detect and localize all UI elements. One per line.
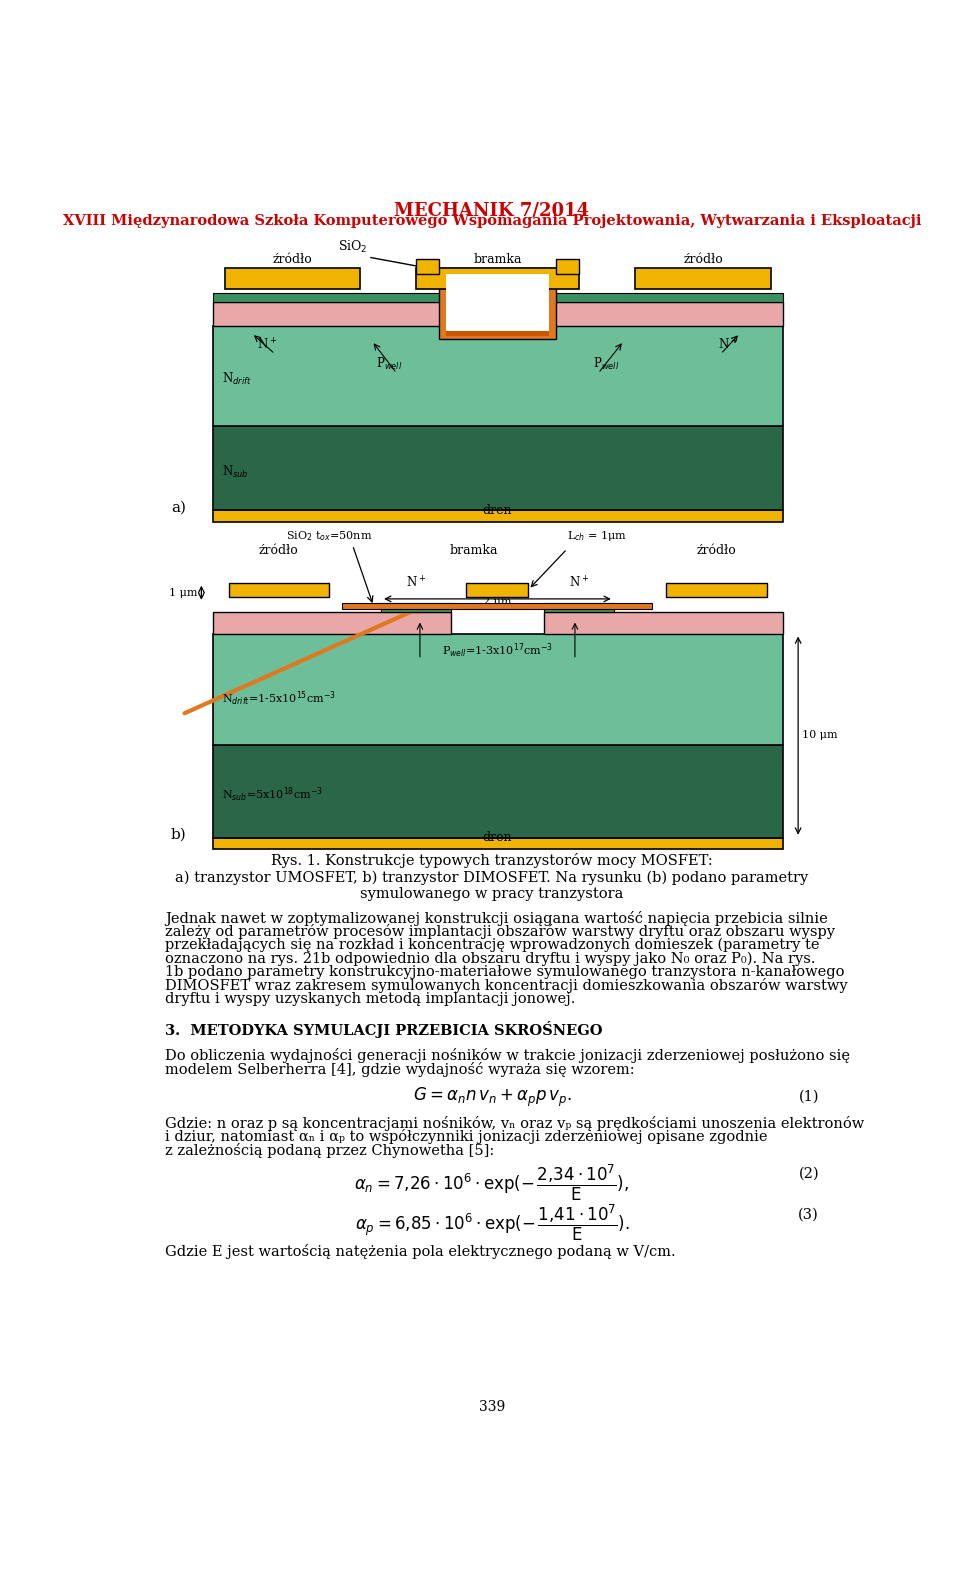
Text: oznaczono na rys. 21b odpowiednio dla obszaru dryftu i wyspy jako N₀ oraz P₀). N: oznaczono na rys. 21b odpowiednio dla ob…	[165, 951, 815, 965]
Bar	[213, 293, 444, 302]
Text: N$_{sub}$=5x10$^{18}$cm$^{-3}$: N$_{sub}$=5x10$^{18}$cm$^{-3}$	[223, 785, 324, 805]
Text: P$_{well}$: P$_{well}$	[592, 356, 619, 372]
Text: a): a)	[171, 501, 186, 514]
Text: Jednak nawet w zoptymalizowanej konstrukcji osiągana wartość napięcia przebicia : Jednak nawet w zoptymalizowanej konstruk…	[165, 911, 828, 925]
Text: 3.  METODYKA SYMULACJI PRZEBICIA SKROŚNEGO: 3. METODYKA SYMULACJI PRZEBICIA SKROŚNEG…	[165, 1021, 603, 1038]
Text: MECHANIK 7/2014: MECHANIK 7/2014	[395, 202, 589, 219]
Text: L$_{ch}$ = 1μm: L$_{ch}$ = 1μm	[567, 529, 627, 542]
Bar	[213, 838, 782, 849]
Text: (1): (1)	[799, 1091, 819, 1103]
Text: N$_{drift}$=1-5x10$^{15}$cm$^{-3}$: N$_{drift}$=1-5x10$^{15}$cm$^{-3}$	[223, 690, 336, 708]
Bar	[552, 293, 782, 302]
Text: dryftu i wyspy uzyskanych metodą implantacji jonowej.: dryftu i wyspy uzyskanych metodą implant…	[165, 992, 575, 1005]
Bar	[213, 426, 782, 510]
Text: źródło: źródło	[273, 253, 312, 266]
Text: Gdzie E jest wartością natężenia pola elektrycznego podaną w V/cm.: Gdzie E jest wartością natężenia pola el…	[165, 1243, 676, 1259]
Text: SiO$_2$ t$_{ox}$=50nm: SiO$_2$ t$_{ox}$=50nm	[286, 529, 372, 542]
Bar	[636, 267, 771, 289]
Bar	[213, 633, 782, 746]
Text: z zależnością podaną przez Chynowetha [5]:: z zależnością podaną przez Chynowetha [5…	[165, 1143, 494, 1158]
Text: N$^+$: N$^+$	[257, 337, 277, 353]
Bar	[544, 603, 613, 612]
Text: Rys. 1. Konstrukcje typowych tranzystorów mocy MOSFET:
a) tranzystor UMOSFET, b): Rys. 1. Konstrukcje typowych tranzystoró…	[176, 852, 808, 902]
Text: Do obliczenia wydajności generacji nośników w trakcie jonizacji zderzeniowej pos: Do obliczenia wydajności generacji nośni…	[165, 1048, 850, 1064]
Text: źródło: źródło	[684, 253, 724, 266]
Text: bramka: bramka	[473, 253, 521, 266]
Text: źródło: źródło	[259, 544, 299, 556]
Text: $\alpha_n = 7{,}26 \cdot 10^6 \cdot \exp(-\,\dfrac{2{,}34 \cdot 10^7}{\mathrm{E}: $\alpha_n = 7{,}26 \cdot 10^6 \cdot \exp…	[354, 1162, 630, 1204]
Bar	[445, 331, 549, 335]
Text: dren: dren	[483, 504, 513, 517]
Text: i dziur, natomiast αₙ i αₚ to współczynniki jonizacji zderzeniowej opisane zgodn: i dziur, natomiast αₙ i αₚ to współczynn…	[165, 1129, 767, 1145]
Bar	[228, 582, 329, 596]
Text: dren: dren	[483, 830, 513, 844]
Bar	[416, 259, 440, 273]
Text: 1 μm: 1 μm	[169, 588, 198, 598]
Text: N$^+$: N$^+$	[718, 337, 738, 353]
Text: N$^+$: N$^+$	[568, 576, 588, 590]
Text: N$_{drift}$: N$_{drift}$	[223, 372, 252, 388]
Bar	[544, 612, 782, 633]
Bar	[213, 302, 782, 326]
Bar	[556, 259, 579, 273]
Bar	[213, 746, 782, 838]
Text: przekładających się na rozkład i koncentrację wprowadzonych domieszek (parametry: przekładających się na rozkład i koncent…	[165, 938, 820, 952]
Text: N$_{sub}$: N$_{sub}$	[223, 464, 249, 480]
Bar	[213, 326, 782, 426]
Bar	[440, 267, 556, 339]
Text: XVIII Międzynarodowa Szkoła Komputerowego Wspomagania Projektowania, Wytwarzania: XVIII Międzynarodowa Szkoła Komputeroweg…	[62, 215, 922, 227]
Text: DIMOSFET wraz zakresem symulowanych koncentracji domieszkowania obszarów warstwy: DIMOSFET wraz zakresem symulowanych konc…	[165, 978, 848, 994]
Text: $\alpha_p = 6{,}85 \cdot 10^6 \cdot \exp(-\,\dfrac{1{,}41 \cdot 10^7}{\mathrm{E}: $\alpha_p = 6{,}85 \cdot 10^6 \cdot \exp…	[354, 1204, 630, 1243]
Text: b): b)	[170, 827, 186, 841]
Text: (2): (2)	[799, 1167, 819, 1181]
Text: 2 μm: 2 μm	[483, 596, 512, 607]
Text: 1b podano parametry konstrukcyjno-materiałowe symulowanego tranzystora n-kanałow: 1b podano parametry konstrukcyjno-materi…	[165, 965, 845, 979]
Bar	[213, 510, 782, 522]
Bar	[666, 582, 767, 596]
Text: 10 μm: 10 μm	[802, 730, 838, 741]
Text: modelem Selberherra [4], gdzie wydajność wyraża się wzorem:: modelem Selberherra [4], gdzie wydajność…	[165, 1062, 635, 1076]
Text: 339: 339	[479, 1399, 505, 1414]
Text: (3): (3)	[799, 1207, 819, 1221]
Text: bramka: bramka	[450, 544, 498, 556]
Bar	[225, 267, 360, 289]
Bar	[343, 603, 653, 609]
Text: $G = \alpha_n n \, v_n + \alpha_p p \, v_p.$: $G = \alpha_n n \, v_n + \alpha_p p \, v…	[413, 1086, 571, 1110]
Text: SiO$_2$: SiO$_2$	[338, 238, 368, 254]
Text: P$_{well}$: P$_{well}$	[375, 356, 402, 372]
Text: P$_{well}$=1-3x10$^{17}$cm$^{-3}$: P$_{well}$=1-3x10$^{17}$cm$^{-3}$	[442, 641, 553, 660]
Text: Gdzie: n oraz p są koncentracjami nośników, vₙ oraz vₚ są prędkościami unoszenia: Gdzie: n oraz p są koncentracjami nośnik…	[165, 1116, 864, 1130]
Bar	[445, 273, 549, 335]
Bar	[381, 603, 451, 612]
Bar	[416, 267, 579, 289]
Text: zależy od parametrów procesów implantacji obszarów warstwy dryftu oraz obszaru w: zależy od parametrów procesów implantacj…	[165, 924, 835, 940]
Bar	[213, 612, 451, 633]
Bar	[467, 582, 528, 596]
Text: źródło: źródło	[697, 544, 736, 556]
Text: N$^+$: N$^+$	[406, 576, 426, 590]
